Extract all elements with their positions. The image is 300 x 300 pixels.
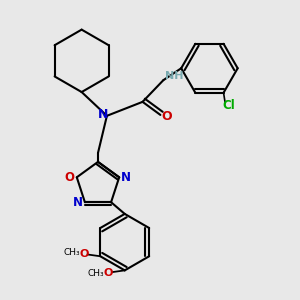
Text: N: N (73, 196, 83, 209)
Text: NH: NH (165, 71, 183, 81)
Text: O: O (162, 110, 172, 123)
Text: O: O (65, 171, 75, 184)
Text: Cl: Cl (222, 99, 235, 112)
Text: O: O (104, 268, 113, 278)
Text: CH₃: CH₃ (63, 248, 80, 257)
Text: O: O (79, 249, 88, 259)
Text: N: N (121, 171, 131, 184)
Text: CH₃: CH₃ (88, 269, 104, 278)
Text: N: N (98, 108, 108, 122)
